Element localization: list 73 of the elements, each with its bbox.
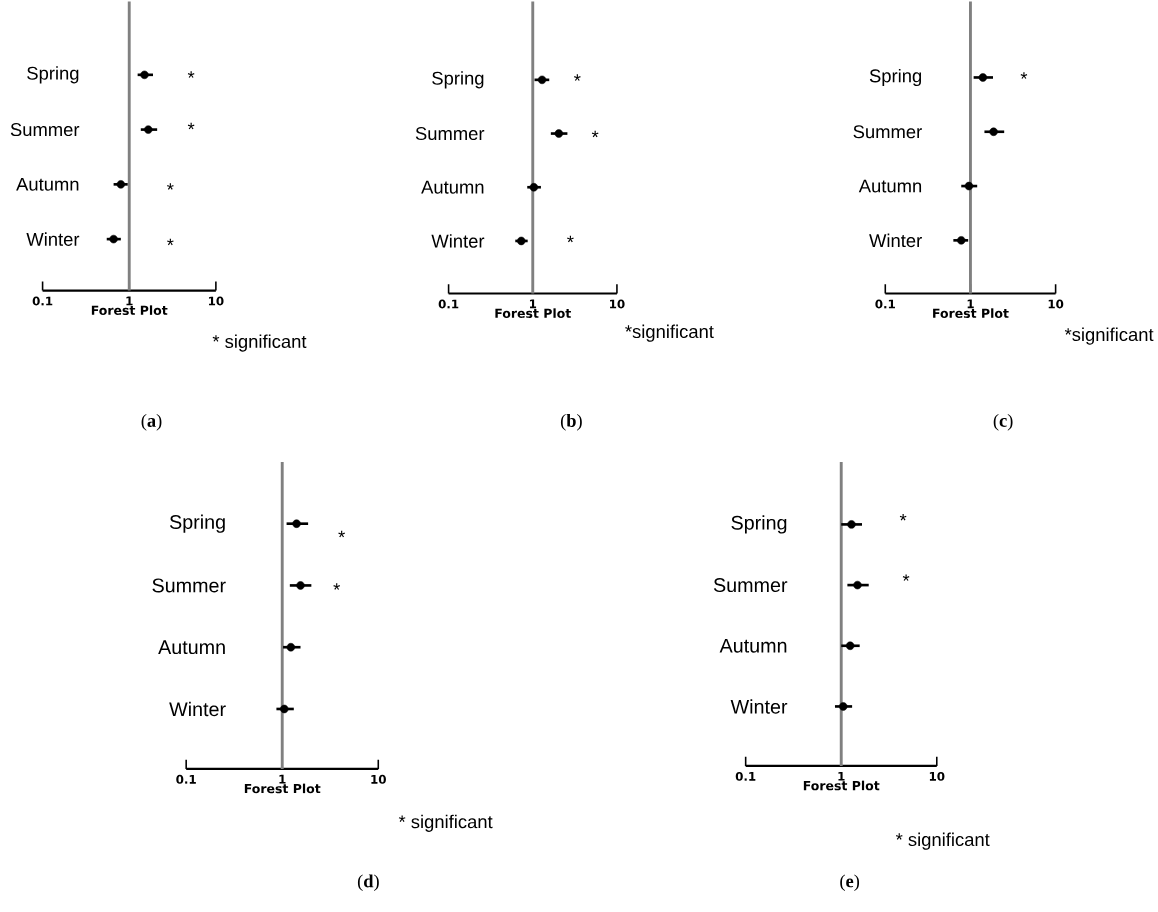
y-tick-label: Winter — [869, 233, 922, 247]
text: *significant — [1064, 327, 1154, 345]
x-tick-label: 10 — [371, 774, 386, 784]
x-tick-label: 1 — [279, 774, 286, 784]
y-tick-label: Summer — [713, 577, 788, 592]
y-tick-label: Spring — [169, 514, 225, 533]
y-tick-label: Winter — [26, 232, 80, 246]
y-tick-label: Autumn — [858, 179, 922, 193]
y-tick-label: Autumn — [16, 177, 79, 191]
y-tick-label: Summer — [415, 126, 485, 140]
annotation: * — [167, 238, 174, 245]
y-tick-label: Spring — [869, 68, 922, 86]
point — [839, 702, 848, 711]
text: (d) — [357, 874, 379, 891]
annotation: * — [902, 574, 910, 581]
annotation: * — [574, 74, 581, 81]
x-tick-label: 0.1 — [735, 771, 756, 781]
x-tick-label: 0.1 — [32, 296, 53, 306]
x-tick-label: 10 — [610, 299, 625, 309]
x-axis-title: Forest Plot — [244, 783, 321, 794]
x-tick-label: 0.1 — [875, 299, 895, 309]
y-tick-label: Winter — [431, 233, 485, 248]
text: (b) — [560, 413, 582, 431]
annotation: * — [338, 530, 345, 538]
annotation: * — [333, 583, 340, 590]
y-tick-label: Spring — [27, 66, 79, 84]
annotation: * — [591, 130, 599, 137]
x-tick-label: 10 — [208, 296, 224, 306]
annotation: * — [899, 513, 907, 521]
x-axis-title: Forest Plot — [933, 308, 1009, 318]
y-tick-label: Autumn — [158, 640, 225, 654]
point — [109, 234, 118, 244]
text: * significant — [212, 334, 307, 352]
point — [292, 519, 301, 528]
text: * significant — [895, 832, 990, 850]
y-tick-label: Winter — [169, 701, 226, 716]
annotation: * — [1020, 72, 1028, 79]
point — [853, 580, 862, 590]
y-tick-label: Summer — [10, 122, 80, 136]
x-axis-title: Forest Plot — [495, 308, 571, 318]
text: *significant — [625, 324, 714, 342]
point — [280, 704, 289, 713]
point — [845, 641, 855, 650]
point — [847, 519, 856, 529]
text: * significant — [398, 814, 493, 832]
point — [140, 70, 149, 79]
y-tick-label: Spring — [432, 71, 484, 89]
point — [144, 125, 153, 134]
annotation: * — [567, 235, 574, 242]
y-tick-label: Autumn — [421, 180, 484, 194]
annotation: * — [187, 122, 195, 130]
point — [116, 179, 126, 189]
y-tick-label: Summer — [853, 124, 922, 139]
y-tick-label: Winter — [730, 698, 788, 714]
x-tick-label: 1 — [967, 299, 974, 308]
x-tick-label: 0.1 — [438, 299, 459, 309]
y-tick-label: Summer — [152, 578, 226, 593]
x-tick-label: 1 — [838, 771, 845, 781]
x-tick-label: 10 — [1048, 299, 1064, 309]
x-tick-label: 1 — [126, 296, 133, 305]
text: (a) — [141, 413, 162, 431]
x-axis-title: Forest Plot — [91, 305, 168, 315]
x-axis-title: Forest Plot — [803, 780, 880, 791]
x-tick-label: 10 — [929, 771, 945, 781]
point — [296, 580, 305, 590]
y-tick-label: Autumn — [719, 638, 787, 653]
annotation: * — [167, 183, 174, 190]
x-tick-label: 1 — [529, 299, 537, 308]
y-tick-label: Spring — [731, 514, 787, 534]
text: (c) — [993, 413, 1013, 431]
x-tick-label: 0.1 — [176, 774, 196, 784]
text: (e) — [840, 874, 860, 891]
annotation: * — [187, 71, 195, 78]
